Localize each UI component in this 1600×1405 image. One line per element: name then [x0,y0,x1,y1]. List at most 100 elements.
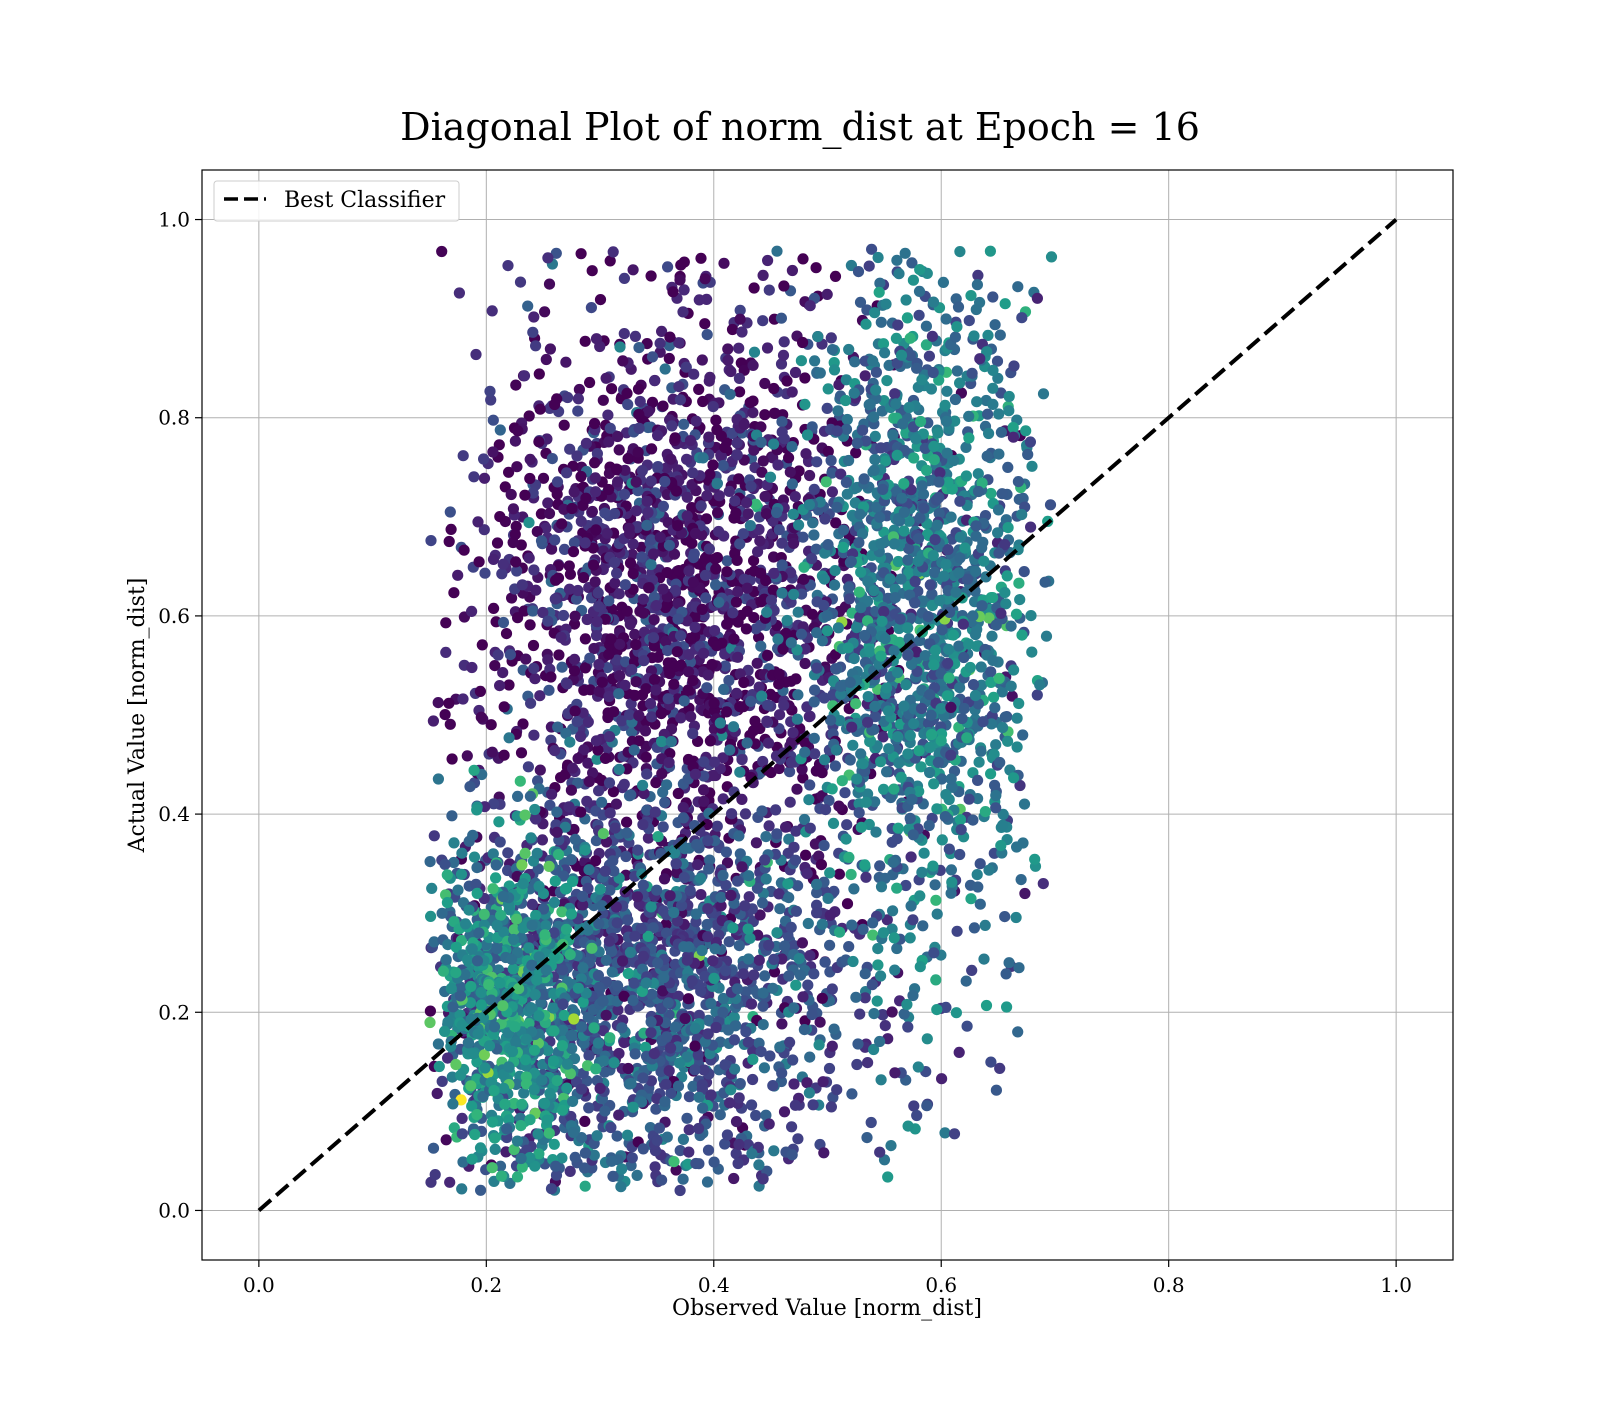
scatter-point [819,754,830,765]
scatter-point [472,516,483,527]
scatter-point [570,834,581,845]
scatter-point [617,355,628,366]
scatter-point [569,486,580,497]
scatter-point [561,467,572,478]
scatter-point [905,932,916,943]
scatter-point [713,597,724,608]
scatter-point [680,1013,691,1024]
scatter-point [604,936,615,947]
scatter-point [824,1063,835,1074]
scatter-point [725,389,736,400]
scatter-point [725,1084,736,1095]
scatter-point [854,587,865,598]
scatter-point [529,673,540,684]
scatter-point [628,1102,639,1113]
scatter-point [520,654,531,665]
scatter-point [570,611,581,622]
scatter-point [864,646,875,657]
scatter-point [711,1022,722,1033]
scatter-point [575,471,586,482]
scatter-point [826,332,837,343]
scatter-point [790,673,801,684]
scatter-point [843,455,854,466]
scatter-point [710,415,721,426]
scatter-point [745,481,756,492]
scatter-point [606,1156,617,1167]
scatter-point [774,1042,785,1053]
scatter-point [721,706,732,717]
scatter-point [646,270,657,281]
scatter-point [826,1101,837,1112]
scatter-point [848,883,859,894]
scatter-point [499,750,510,761]
scatter-point [570,1152,581,1163]
scatter-point [587,265,598,276]
scatter-point [967,815,978,826]
scatter-point [648,632,659,643]
scatter-point [761,508,772,519]
scatter-point [690,1023,701,1034]
scatter-point [788,1078,799,1089]
scatter-point [758,270,769,281]
scatter-point [1019,799,1030,810]
scatter-point [732,437,743,448]
scatter-point [1026,461,1037,472]
scatter-point [656,768,667,779]
scatter-point [999,911,1010,922]
scatter-point [767,1080,778,1091]
scatter-point [800,448,811,459]
scatter-point [803,918,814,929]
scatter-point [662,261,673,272]
scatter-point [802,868,813,879]
scatter-point [1012,713,1023,724]
scatter-point [702,903,713,914]
scatter-point [880,1020,891,1031]
scatter-point [428,1143,439,1154]
scatter-point [725,890,736,901]
scatter-point [670,1022,681,1033]
scatter-point [873,252,884,263]
scatter-point [1002,462,1013,473]
scatter-point [444,1177,455,1188]
scatter-point [685,435,696,446]
scatter-point [747,1054,758,1065]
scatter-point [734,701,745,712]
scatter-point [464,781,475,792]
scatter-point [841,819,852,830]
scatter-point [987,399,998,410]
scatter-point [776,587,787,598]
scatter-point [528,564,539,575]
scatter-point [954,682,965,693]
scatter-point [466,606,477,617]
scatter-point [930,879,941,890]
scatter-point [1014,594,1025,605]
scatter-point [605,807,616,818]
scatter-point [543,685,554,696]
scatter-point [580,1147,591,1158]
scatter-point [584,653,595,664]
scatter-point [552,476,563,487]
scatter-point [790,367,801,378]
scatter-point [1001,1001,1012,1012]
scatter-point [653,831,664,842]
scatter-point [757,315,768,326]
scatter-point [425,856,436,867]
scatter-point [630,639,641,650]
scatter-point [867,979,878,990]
scatter-point [557,964,568,975]
scatter-point [827,783,838,794]
scatter-point [528,311,539,322]
scatter-point [615,1181,626,1192]
scatter-point [861,797,872,808]
scatter-point [881,375,892,386]
scatter-point [661,1031,672,1042]
scatter-point [712,478,723,489]
scatter-point [651,885,662,896]
scatter-point [724,744,735,755]
scatter-point [742,737,753,748]
scatter-point [601,1010,612,1021]
scatter-point [631,676,642,687]
scatter-point [921,1100,932,1111]
scatter-point [687,467,698,478]
scatter-point [685,711,696,722]
